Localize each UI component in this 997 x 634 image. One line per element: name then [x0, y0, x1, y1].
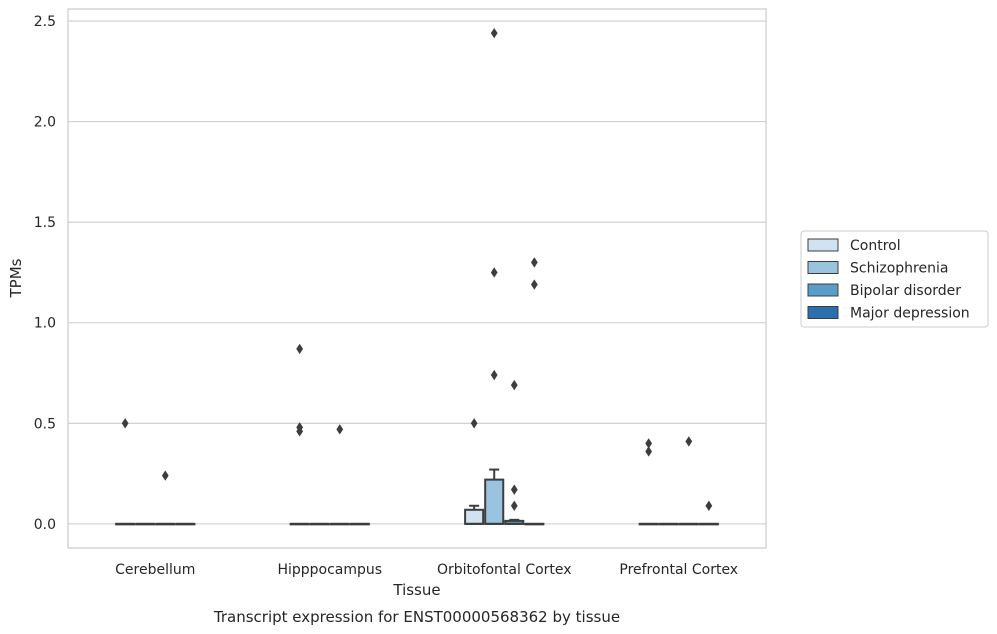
grid-lines: [68, 20, 766, 525]
outlier-point: [490, 27, 498, 39]
outlier-point: [645, 446, 653, 457]
chart-caption: Transcript expression for ENST0000056836…: [213, 608, 620, 626]
y-tick-label: 2.5: [34, 14, 56, 30]
box-bipolar-disorder: [329, 522, 350, 526]
box-schizophrenia: [484, 468, 505, 525]
y-tick-label: 2.0: [34, 115, 56, 131]
plot-frame: [67, 8, 767, 549]
legend-swatch: [807, 261, 839, 274]
legend-items: Control Schizophrenia Bipolar disorder Majo…: [807, 238, 970, 322]
outlier-point: [161, 470, 169, 481]
y-tick-label: 1.0: [34, 316, 56, 332]
boxes: [115, 468, 719, 526]
outlier-point: [296, 426, 304, 437]
box-schizophrenia: [135, 522, 156, 526]
outlier-point: [121, 418, 129, 429]
outlier-point: [705, 500, 713, 511]
box-bipolar-disorder: [678, 522, 699, 526]
box-major-depression: [349, 522, 370, 526]
x-axis-ticks: Cerebellum Hipppocampus Orbitofontal Corte…: [115, 562, 738, 578]
outlier-point: [490, 369, 498, 381]
y-axis-label: TPMs: [7, 258, 25, 298]
y-tick-label: 0.5: [34, 416, 56, 432]
x-tick-label: Prefrontal Cortex: [619, 562, 738, 578]
outlier-point: [530, 257, 538, 268]
legend-swatch: [807, 306, 839, 319]
legend-swatch: [807, 238, 839, 252]
box-bipolar-disorder: [155, 522, 176, 526]
x-tick-label: Cerebellum: [115, 562, 195, 578]
outlier-point: [296, 343, 304, 355]
outlier-point: [510, 484, 518, 495]
legend-swatch: [807, 283, 839, 297]
legend-label: Control: [850, 238, 901, 254]
x-tick-label: Hipppocampus: [277, 562, 382, 578]
outlier-point: [530, 279, 538, 290]
box-rect: [464, 508, 485, 525]
outlier-point: [470, 418, 478, 429]
y-axis-ticks: 0.0 0.5 1.0 1.5 2.0 2.5: [34, 14, 56, 533]
box-control: [464, 504, 485, 525]
outlier-point: [510, 379, 518, 391]
box-rect: [484, 478, 505, 525]
outlier-points: [121, 27, 713, 511]
box-control: [289, 522, 310, 526]
x-axis-label: Tissue: [392, 581, 440, 599]
outlier-point: [685, 436, 693, 447]
legend-frame: [800, 230, 989, 328]
legend-label: Bipolar disorder: [850, 283, 961, 299]
legend: Control Schizophrenia Bipolar disorder Majo…: [800, 230, 989, 328]
box-schizophrenia: [309, 522, 330, 526]
box-major-depression: [175, 522, 196, 526]
legend-label: Schizophrenia: [850, 261, 948, 277]
legend-label: Major depression: [850, 306, 970, 322]
outlier-point: [490, 267, 498, 278]
box-major-depression: [524, 522, 545, 526]
outlier-point: [510, 500, 518, 511]
outlier-point: [336, 424, 344, 435]
box-control: [115, 522, 136, 526]
box-schizophrenia: [658, 522, 679, 526]
box-major-depression: [698, 522, 719, 526]
box-control: [638, 522, 659, 526]
box-bipolar-disorder: [504, 518, 525, 525]
y-tick-label: 0.0: [34, 517, 56, 533]
y-tick-label: 1.5: [34, 215, 56, 231]
x-tick-label: Orbitofontal Cortex: [437, 562, 572, 578]
outlier-point: [645, 438, 653, 449]
